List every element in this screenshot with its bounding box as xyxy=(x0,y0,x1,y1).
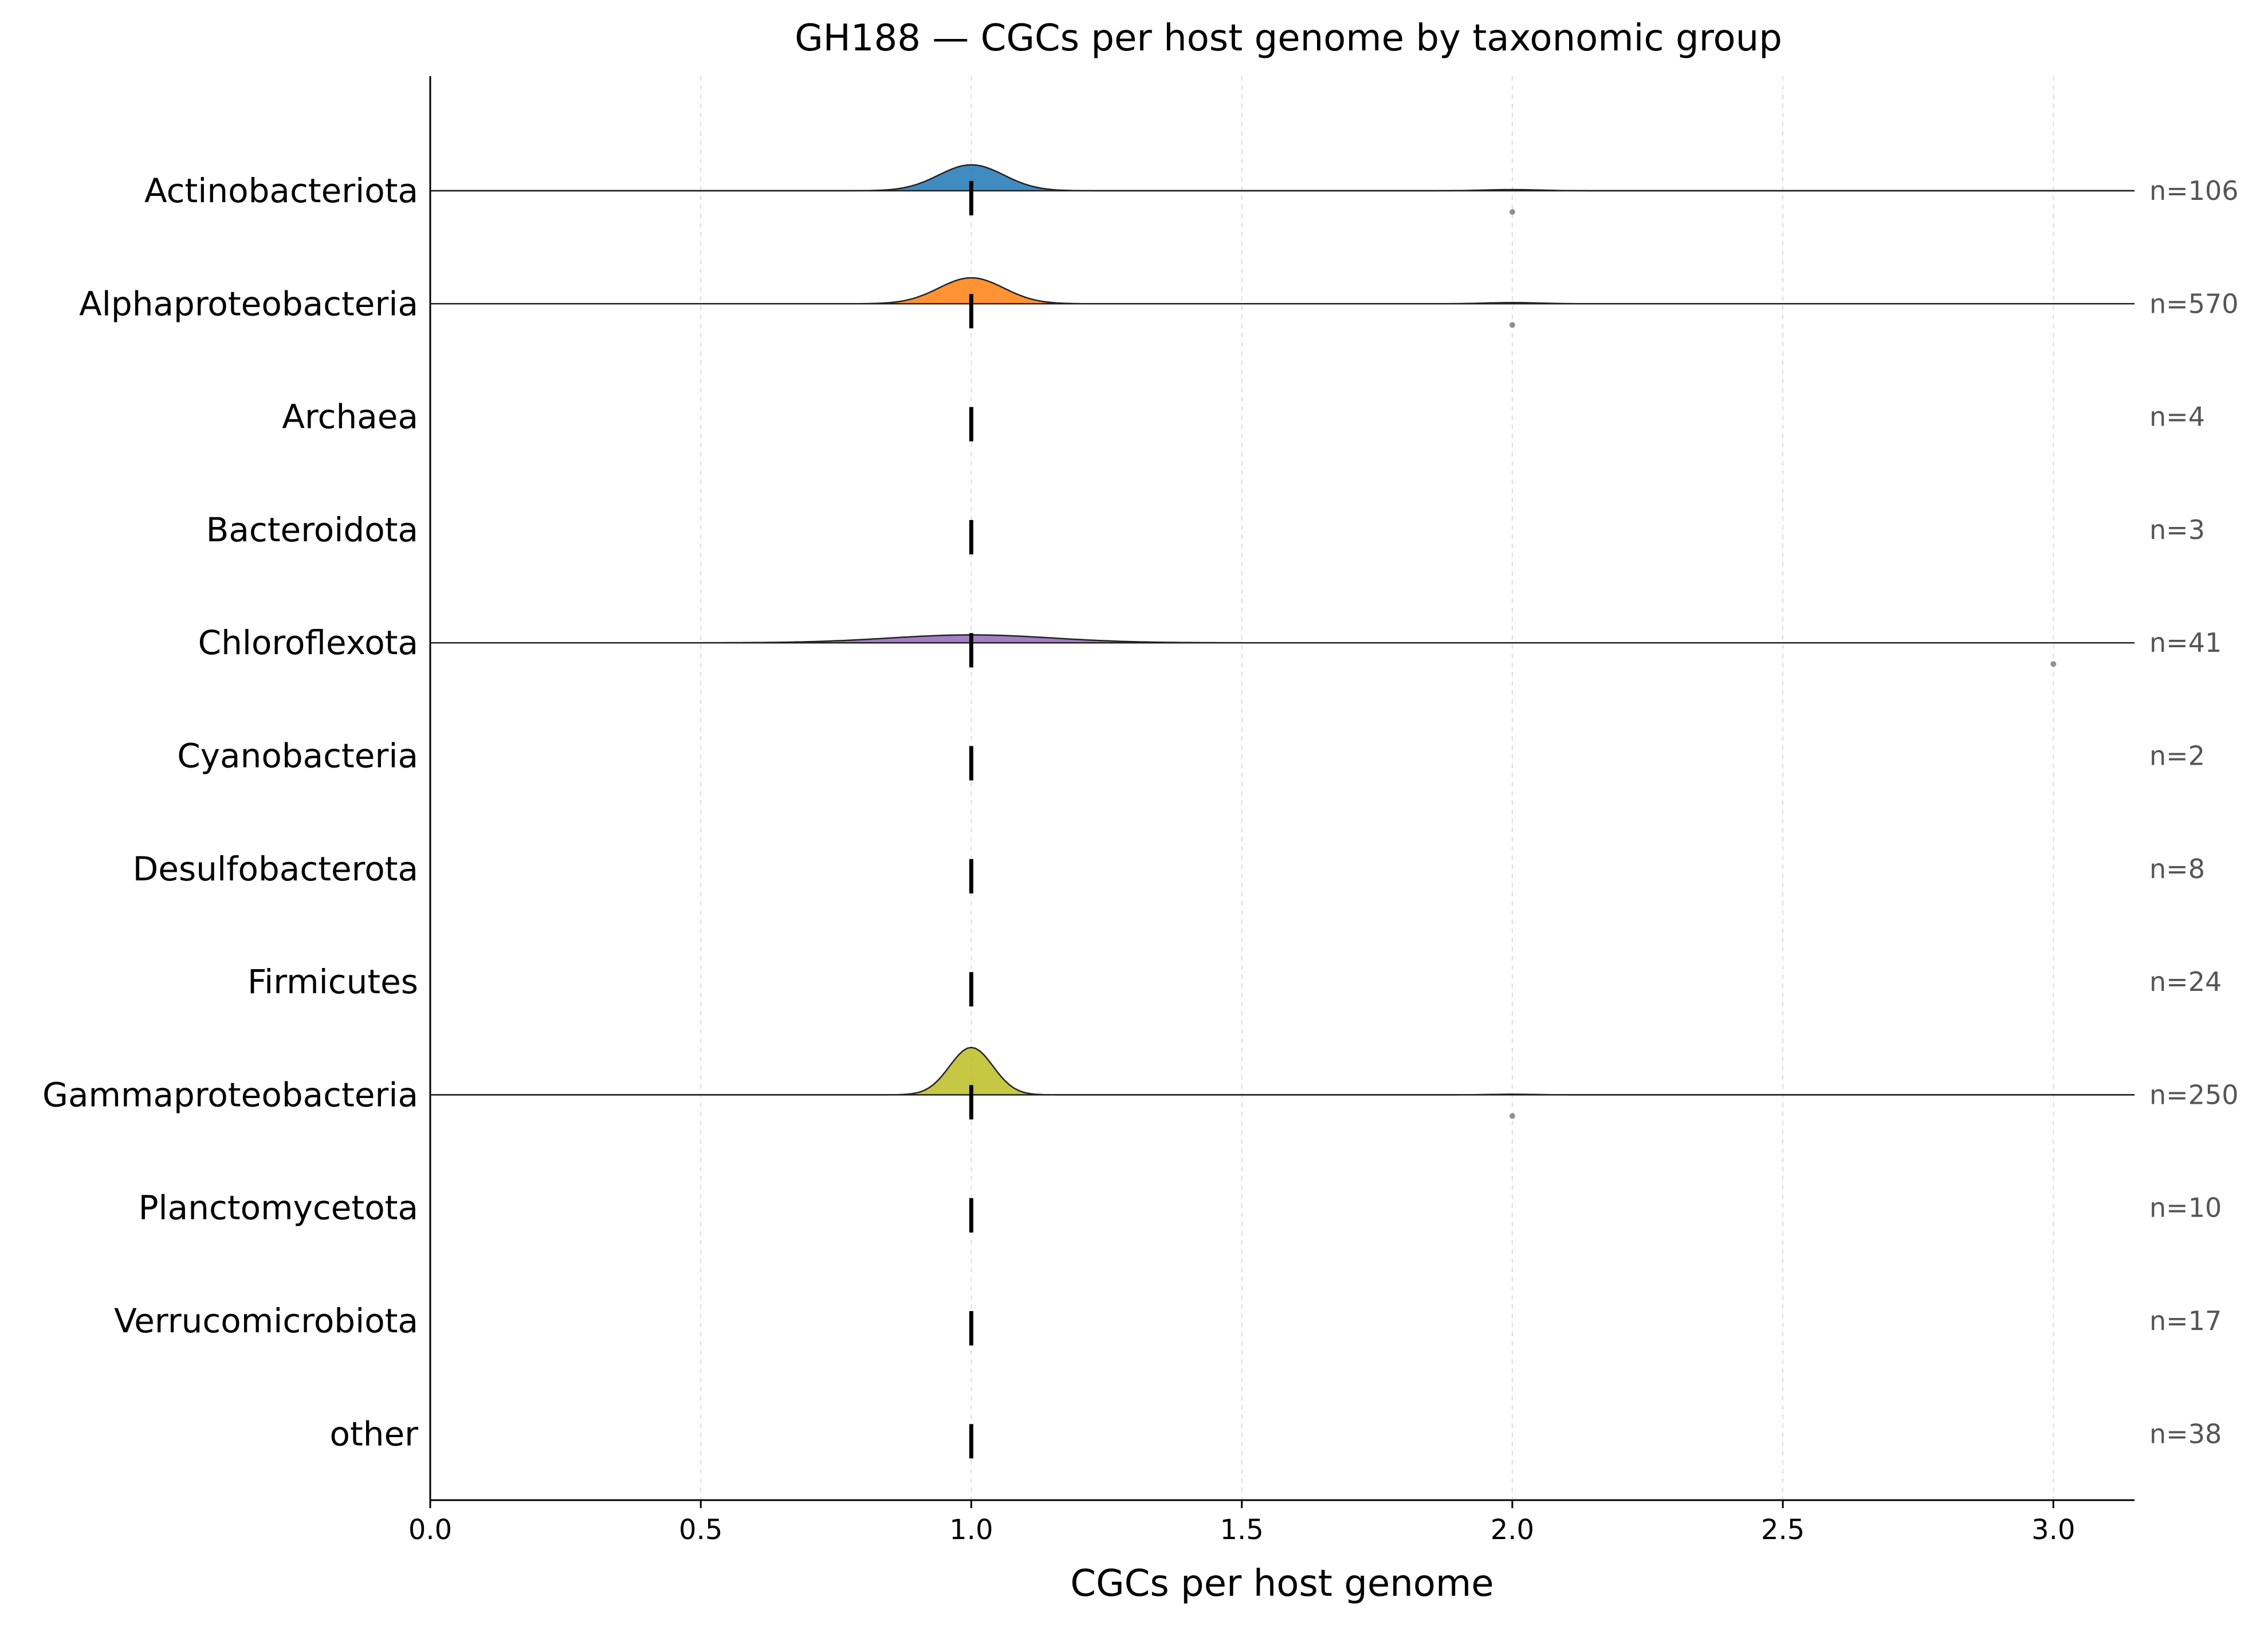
x-ticks: 0.0 0.5 1.0 1.5 2.0 2.5 3.0 xyxy=(408,1500,2076,1546)
outlier-point xyxy=(1509,209,1515,215)
x-tick-label: 0.5 xyxy=(679,1514,722,1546)
n-label: n=250 xyxy=(2149,1079,2239,1110)
category-label: Verrucomicrobiota xyxy=(114,1301,418,1340)
x-tick-label: 2.0 xyxy=(1491,1514,1534,1546)
ridges xyxy=(430,164,2135,1459)
axes xyxy=(429,76,2135,1501)
n-label: n=17 xyxy=(2149,1305,2222,1336)
x-tick-label: 2.5 xyxy=(1761,1514,1805,1546)
x-tick-label: 1.5 xyxy=(1220,1514,1263,1546)
category-label: Planctomycetota xyxy=(139,1189,418,1227)
x-tick-label: 0.0 xyxy=(408,1514,452,1546)
category-label: Firmicutes xyxy=(247,962,418,1001)
n-label: n=24 xyxy=(2149,966,2222,997)
outlier-point xyxy=(1509,1113,1515,1119)
n-label: n=38 xyxy=(2149,1418,2222,1449)
outlier-point xyxy=(2050,661,2057,667)
ridge-outline xyxy=(430,634,2135,644)
ridge-outline xyxy=(430,277,2135,305)
ridge-fill xyxy=(430,278,2135,304)
ridge-fill xyxy=(430,164,2135,191)
category-label: Gammaproteobacteria xyxy=(42,1075,418,1114)
x-tick-label: 1.0 xyxy=(949,1514,993,1546)
n-label: n=41 xyxy=(2149,627,2222,658)
ridge-outline xyxy=(430,164,2135,192)
category-labels: Actinobacteriota n=106 Alphaproteobacteria… xyxy=(42,171,2238,1453)
ridge-fill xyxy=(430,1047,2135,1095)
category-label: Desulfobacterota xyxy=(133,849,418,888)
n-label: n=8 xyxy=(2149,853,2205,884)
x-axis-label: CGCs per host genome xyxy=(1070,1563,1493,1605)
n-label: n=10 xyxy=(2149,1193,2222,1223)
category-label: other xyxy=(329,1414,418,1453)
x-tick-label: 3.0 xyxy=(2031,1514,2075,1546)
n-label: n=4 xyxy=(2149,402,2205,432)
n-label: n=106 xyxy=(2149,175,2239,206)
ridge-fill xyxy=(430,635,2135,643)
ridge-outline xyxy=(430,1046,2135,1096)
category-label: Cyanobacteria xyxy=(177,737,418,776)
n-label: n=3 xyxy=(2149,514,2205,545)
n-label: n=2 xyxy=(2149,741,2205,772)
category-label: Alphaproteobacteria xyxy=(79,284,418,323)
grid-lines xyxy=(700,76,2054,1500)
n-label: n=570 xyxy=(2149,288,2239,319)
category-label: Archaea xyxy=(282,398,418,436)
category-label: Chloroflexota xyxy=(198,623,418,662)
outlier-point xyxy=(1509,322,1515,328)
category-label: Actinobacteriota xyxy=(144,171,418,210)
category-label: Bacteroidota xyxy=(206,510,418,549)
chart-title: GH188 — CGCs per host genome by taxonomi… xyxy=(795,17,1782,60)
